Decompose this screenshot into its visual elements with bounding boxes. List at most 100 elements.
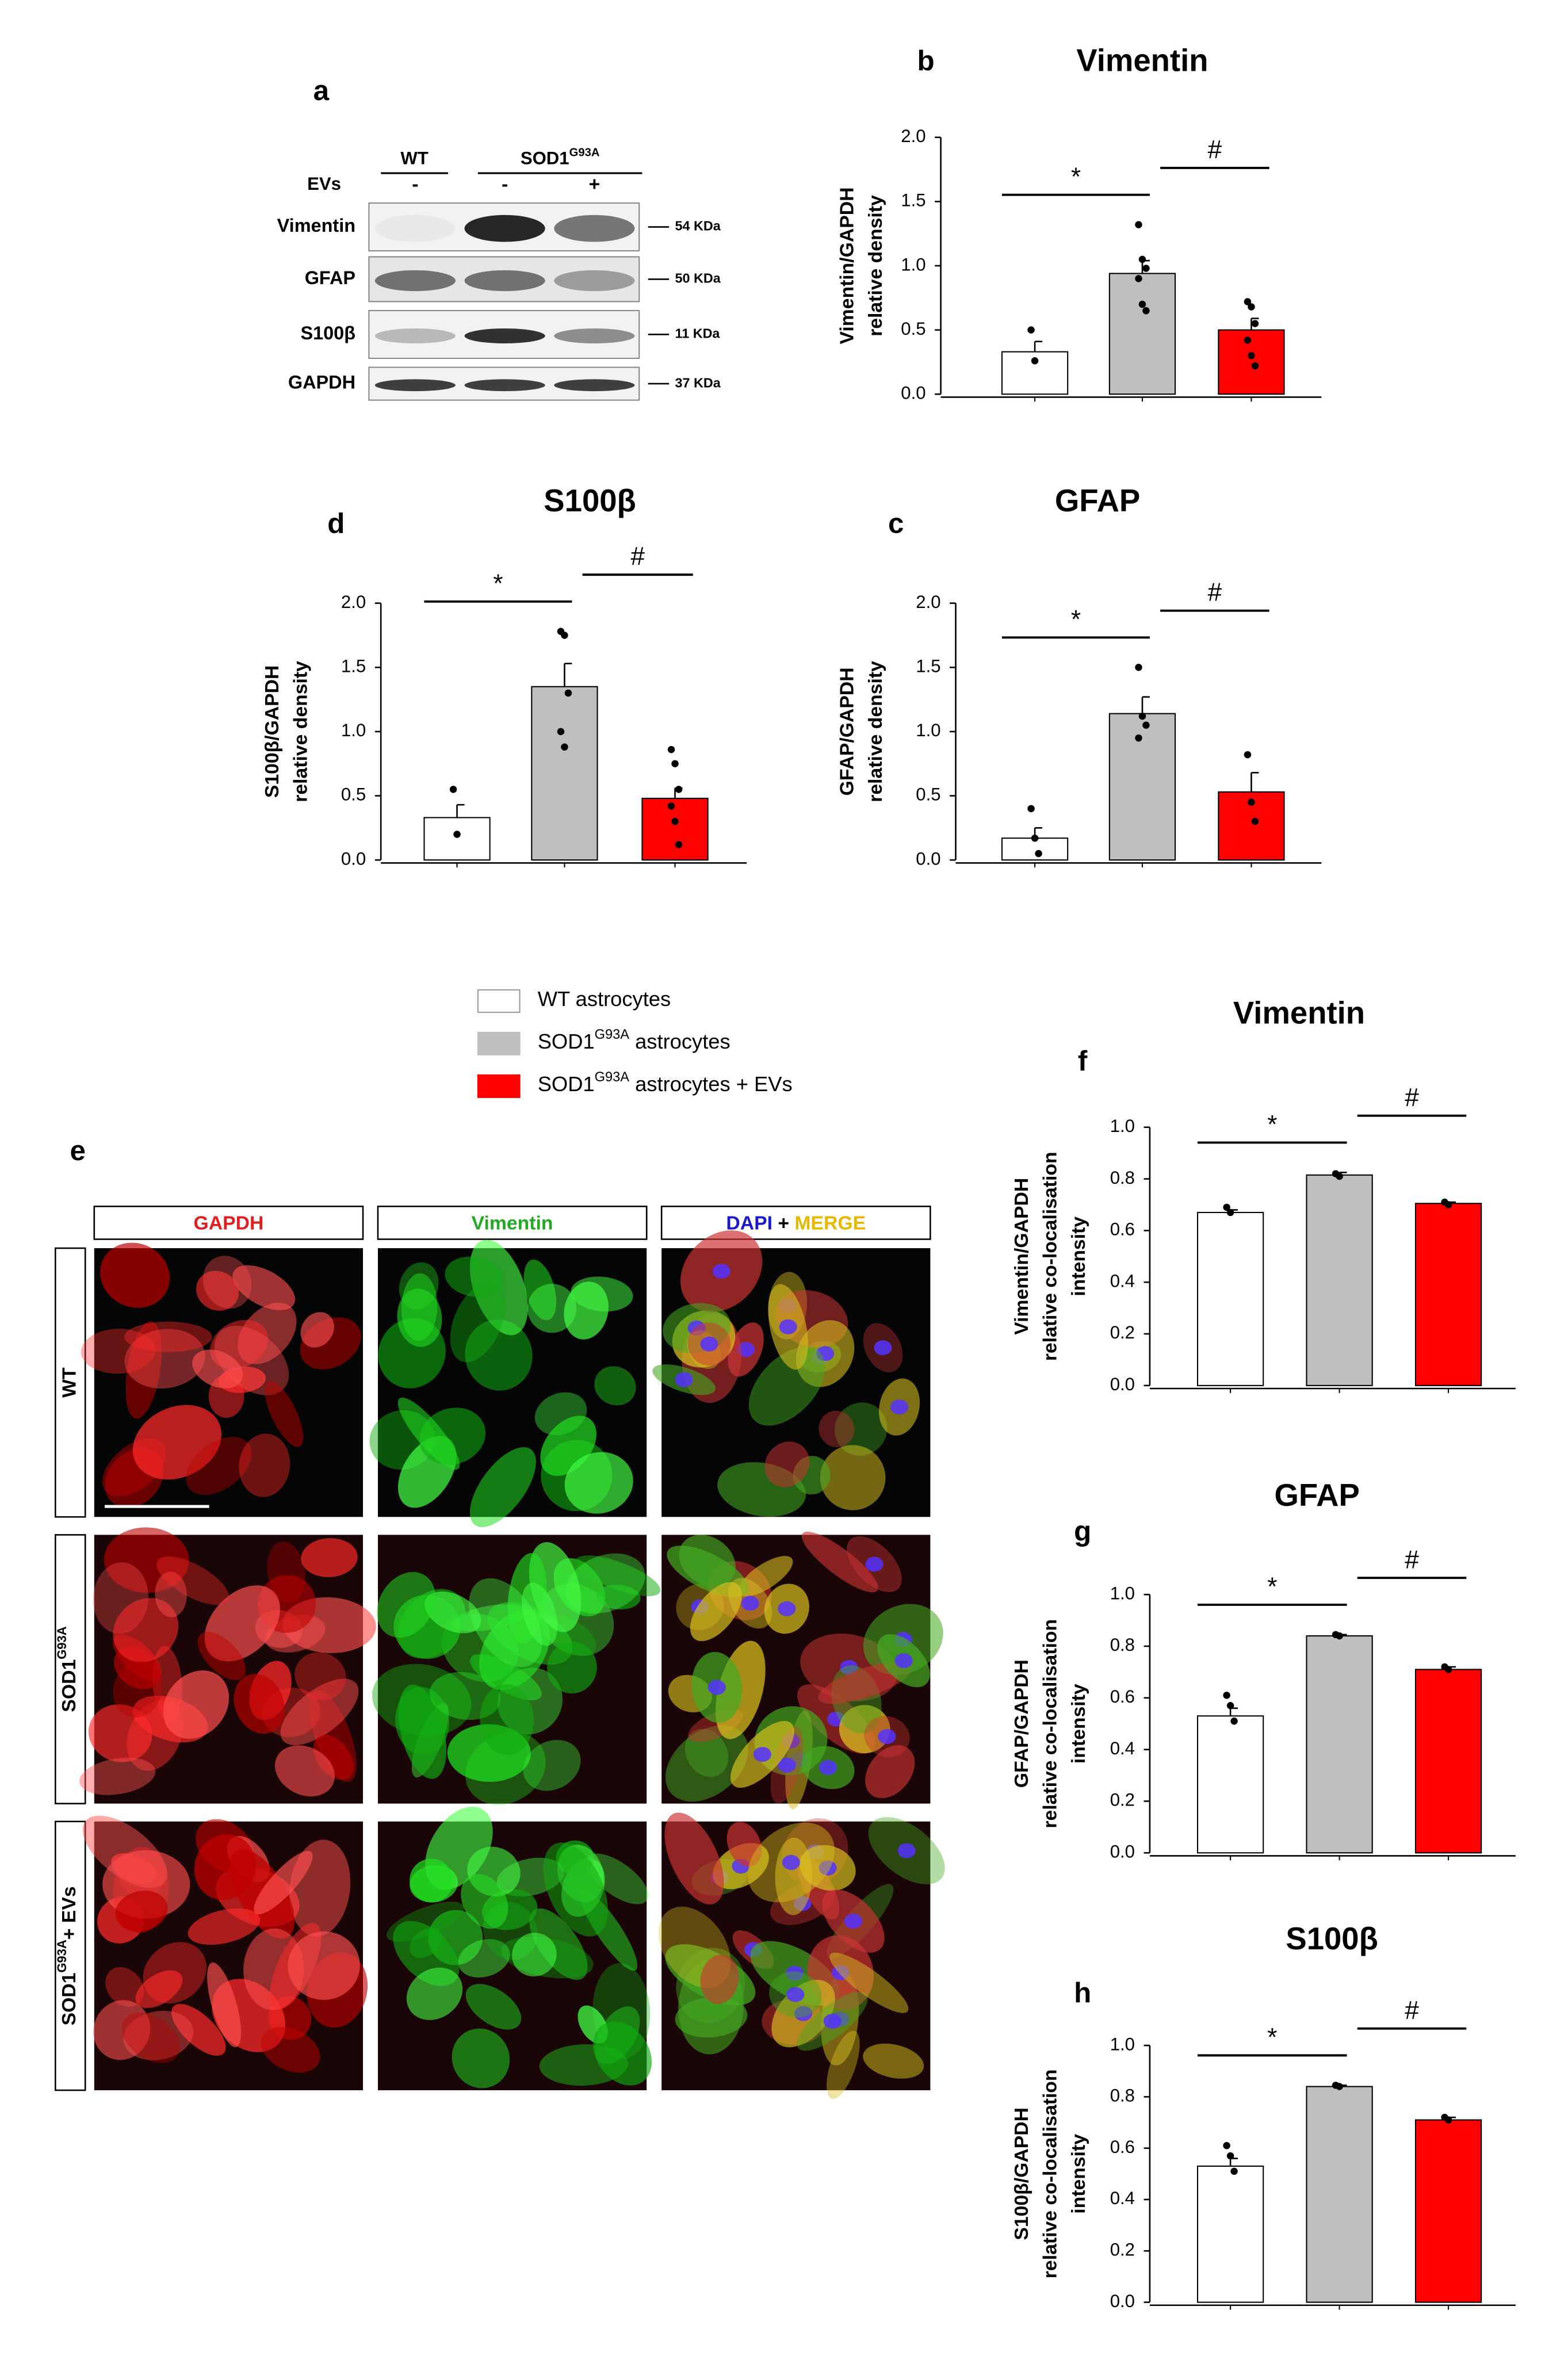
data-point: [1230, 2167, 1238, 2175]
bar: [531, 686, 598, 861]
cell: [143, 1942, 206, 2004]
cell: [564, 1452, 633, 1514]
cell: [424, 1591, 481, 1634]
data-point: [1135, 734, 1142, 742]
y-axis-label: relative co-localisation: [1039, 2069, 1061, 2278]
cell: [82, 1815, 168, 1888]
bar: [1108, 273, 1176, 395]
chart-title: GFAP: [1274, 1478, 1359, 1513]
data-point: [1251, 817, 1259, 825]
cell: [690, 1582, 742, 1642]
y-tick-label: 0.0: [916, 848, 940, 869]
cell: [398, 1684, 447, 1779]
blot-treatment-label: EVs: [307, 174, 341, 194]
cell: [171, 2003, 226, 2056]
legend-label: SOD1G93A astrocytes: [538, 1027, 731, 1053]
blot-band: [554, 379, 635, 392]
y-tick-label: 0.4: [1110, 1738, 1135, 1758]
cell: [280, 1678, 359, 1746]
cell: [202, 1256, 252, 1309]
legend-swatch: [477, 989, 521, 1013]
cell: [523, 1259, 557, 1321]
y-tick-label: 0.8: [1110, 2086, 1135, 2106]
data-point: [1251, 362, 1259, 370]
legend-label-part: SOD1: [538, 1030, 595, 1053]
cell: [254, 1850, 313, 1915]
y-tick-label: 0.0: [1110, 1374, 1135, 1394]
blot-row-label: GAPDH: [288, 372, 355, 393]
data-point: [1135, 275, 1142, 282]
cell: [839, 1705, 890, 1754]
cell: [469, 1447, 536, 1527]
data-point: [667, 745, 675, 754]
data-point: [675, 786, 683, 793]
data-point: [557, 728, 565, 736]
cell: [664, 1812, 724, 1904]
cell: [121, 2012, 180, 2063]
cell: [93, 2000, 151, 2060]
blot-band: [464, 270, 545, 292]
data-point: [1138, 300, 1146, 308]
blot-size-label: 11 KDa: [675, 326, 721, 341]
cell: [300, 1312, 334, 1348]
y-tick-label: 1.0: [1110, 2034, 1135, 2054]
cell: [522, 1582, 558, 1646]
data-point: [1223, 1203, 1230, 1211]
significance-label: *: [493, 569, 503, 598]
legend-swatch: [477, 1031, 521, 1055]
y-axis-label: relative density: [865, 661, 886, 802]
y-tick-label: 1.0: [916, 720, 940, 740]
cell: [593, 2021, 652, 2086]
y-tick-label: 2.0: [341, 592, 366, 612]
y-tick-label: 2.0: [916, 592, 940, 612]
data-point: [671, 817, 679, 825]
cell: [234, 1674, 285, 1734]
significance-label: *: [1267, 1111, 1277, 1139]
row-header-part: SOD1: [58, 1972, 80, 2025]
panel-letter: e: [70, 1135, 86, 1166]
cell: [818, 1661, 913, 1704]
nucleus: [823, 2014, 842, 2029]
cell: [675, 1997, 748, 2038]
data-point: [1135, 221, 1142, 228]
data-point: [1223, 1692, 1230, 1699]
data-point: [449, 786, 457, 793]
row-header: SOD1G93A+ EVs: [55, 1886, 81, 2025]
y-axis-label: GFAP/GAPDH: [836, 667, 858, 795]
y-tick-label: 0.4: [1110, 2188, 1135, 2208]
nucleus: [840, 1659, 858, 1675]
cell: [156, 1556, 230, 1605]
cell: [135, 1970, 183, 2009]
significance-label: #: [1208, 136, 1222, 164]
cell: [665, 1725, 748, 1802]
row-header-box: [55, 1820, 86, 2091]
y-tick-label: 0.6: [1110, 1686, 1135, 1707]
data-point: [561, 632, 568, 639]
significance-label: *: [1071, 163, 1081, 191]
nucleus: [819, 1760, 837, 1775]
cell: [79, 1757, 156, 1795]
blot-group-label-part: SOD1: [521, 148, 569, 169]
cell: [543, 1842, 608, 1937]
cell: [238, 1302, 297, 1364]
nucleus: [687, 1320, 706, 1336]
data-point: [564, 689, 572, 697]
data-point: [1027, 326, 1035, 334]
significance-label: *: [1267, 1573, 1277, 1601]
nucleus: [865, 1556, 884, 1572]
cell: [829, 1952, 909, 2013]
data-point: [1336, 1632, 1343, 1640]
data-point: [1226, 1208, 1234, 1217]
data-point: [1138, 712, 1146, 720]
y-axis-label: intensity: [1068, 2134, 1089, 2214]
nucleus: [819, 1860, 837, 1876]
bar: [1306, 1174, 1373, 1386]
cell: [105, 1967, 144, 2007]
y-tick-label: 1.0: [341, 720, 366, 740]
cell: [207, 1962, 242, 2048]
cell: [410, 1858, 454, 1903]
cell: [748, 1347, 825, 1426]
bar: [1218, 329, 1285, 395]
y-tick-label: 0.5: [341, 785, 366, 805]
